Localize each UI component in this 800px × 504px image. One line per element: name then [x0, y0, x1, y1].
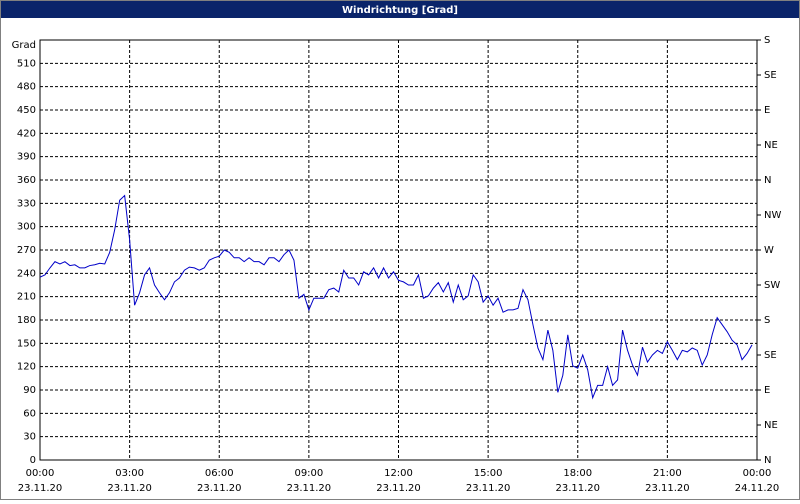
y-tick-label: 300 — [17, 222, 36, 233]
y-tick-label: 90 — [23, 385, 36, 396]
y-tick-label: 330 — [17, 198, 36, 209]
y2-tick-label: N — [764, 455, 771, 466]
y-axis-label: Grad — [12, 40, 36, 51]
y-tick-label: 450 — [17, 105, 36, 116]
y-tick-label: 390 — [17, 152, 36, 163]
x-tick-date: 23.11.20 — [197, 483, 242, 494]
data-line — [39, 194, 753, 400]
title-bar-background — [1, 1, 799, 18]
x-tick-label: 18:00 — [563, 468, 592, 479]
x-tick-date: 23.11.20 — [466, 483, 511, 494]
x-tick-date: 23.11.20 — [376, 483, 421, 494]
y2-tick-label: S — [764, 315, 770, 326]
y2-tick-label: NE — [764, 420, 778, 431]
y-tick-label: 270 — [17, 245, 36, 256]
y-tick-label: 480 — [17, 82, 36, 93]
x-tick-label: 06:00 — [205, 468, 234, 479]
x-tick-date: 23.11.20 — [645, 483, 690, 494]
y-tick-label: 0 — [30, 455, 36, 466]
x-tick-label: 03:00 — [115, 468, 144, 479]
y2-tick-label: N — [764, 175, 771, 186]
x-tick-label: 12:00 — [384, 468, 413, 479]
x-tick-label: 00:00 — [26, 468, 55, 479]
title-bar: Windrichtung [Grad] — [1, 1, 799, 18]
y-tick-label: 180 — [17, 315, 36, 326]
y2-tick-label: SW — [764, 280, 780, 291]
x-tick-date: 23.11.20 — [555, 483, 600, 494]
y-tick-label: 420 — [17, 128, 36, 139]
y2-tick-label: NW — [764, 210, 781, 221]
y-tick-label: 210 — [17, 292, 36, 303]
y2-tick-label: SE — [764, 350, 777, 361]
x-tick-label: 21:00 — [653, 468, 682, 479]
y-tick-label: 120 — [17, 362, 36, 373]
y2-tick-label: W — [764, 245, 774, 256]
y-tick-label: 510 — [17, 58, 36, 69]
y-tick-label: 150 — [17, 338, 36, 349]
x-tick-label: 09:00 — [294, 468, 323, 479]
x-tick-date: 23.11.20 — [18, 483, 63, 494]
x-tick-label: 00:00 — [743, 468, 772, 479]
y-tick-label: 240 — [17, 268, 36, 279]
x-tick-date: 23.11.20 — [287, 483, 332, 494]
plot-border — [39, 39, 758, 461]
y2-tick-label: SE — [764, 70, 777, 81]
y-tick-label: 60 — [23, 408, 36, 419]
y2-tick-label: E — [764, 105, 770, 116]
chart-title: Windrichtung [Grad] — [342, 5, 458, 16]
y-tick-label: 30 — [23, 432, 36, 443]
x-tick-date: 24.11.20 — [735, 483, 780, 494]
y2-tick-label: S — [764, 35, 770, 46]
y2-tick-label: NE — [764, 140, 778, 151]
y2-tick-label: E — [764, 385, 770, 396]
y-tick-label: 360 — [17, 175, 36, 186]
x-tick-label: 15:00 — [474, 468, 503, 479]
x-tick-date: 23.11.20 — [107, 483, 152, 494]
